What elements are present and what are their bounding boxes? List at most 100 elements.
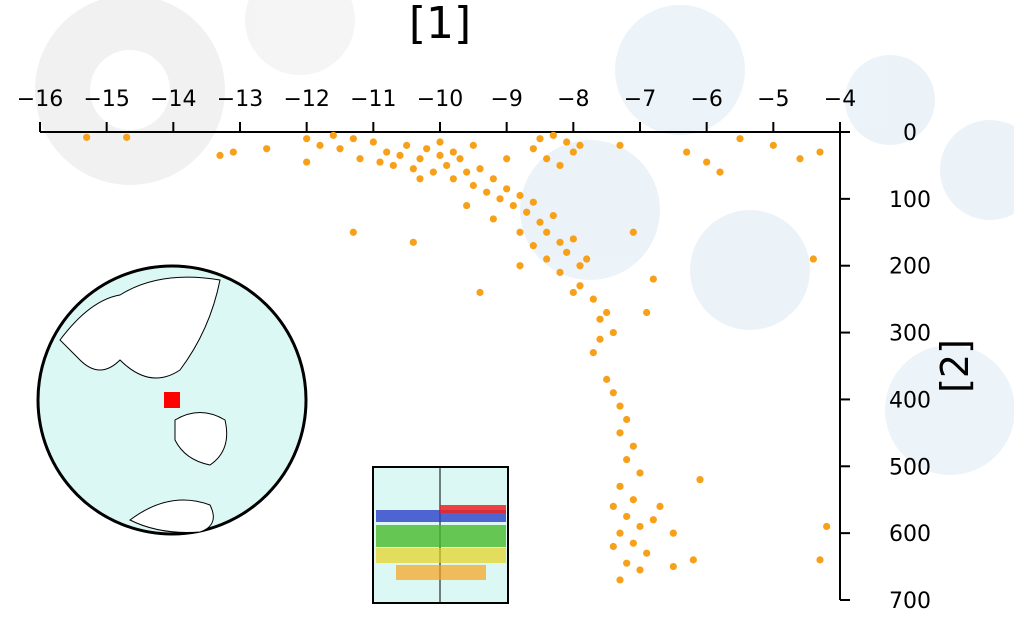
y-tick-label: 700 — [889, 589, 931, 614]
point — [530, 242, 537, 249]
point — [436, 152, 443, 159]
point — [610, 329, 617, 336]
x-tick-label: −16 — [17, 87, 63, 112]
point — [590, 296, 597, 303]
point — [336, 145, 343, 152]
point — [330, 132, 337, 139]
x-tick-label: −10 — [417, 87, 463, 112]
point — [690, 556, 697, 563]
point — [816, 556, 823, 563]
point — [623, 416, 630, 423]
x-tick-label: −12 — [283, 87, 329, 112]
point — [490, 215, 497, 222]
point — [496, 195, 503, 202]
point — [263, 145, 270, 152]
point — [623, 513, 630, 520]
y-tick-label: 400 — [889, 388, 931, 413]
point — [350, 229, 357, 236]
point — [636, 523, 643, 530]
point — [550, 212, 557, 219]
point — [603, 309, 610, 316]
point — [643, 309, 650, 316]
point — [516, 229, 523, 236]
point — [83, 134, 90, 141]
inset-map — [373, 467, 508, 603]
point — [656, 503, 663, 510]
point — [603, 376, 610, 383]
point — [670, 563, 677, 570]
y-tick-label: 0 — [903, 121, 917, 146]
point — [456, 155, 463, 162]
point — [376, 158, 383, 165]
point — [476, 289, 483, 296]
point — [630, 540, 637, 547]
point — [716, 169, 723, 176]
point — [670, 530, 677, 537]
y-tick-label: 100 — [889, 188, 931, 213]
point — [630, 443, 637, 450]
x-tick-label: −6 — [690, 87, 722, 112]
point — [616, 429, 623, 436]
point — [816, 148, 823, 155]
point — [463, 169, 470, 176]
point — [570, 148, 577, 155]
point — [650, 516, 657, 523]
point — [576, 282, 583, 289]
point — [470, 182, 477, 189]
point — [623, 560, 630, 567]
point — [616, 403, 623, 410]
x-tick-label: −11 — [350, 87, 396, 112]
point — [543, 229, 550, 236]
point — [503, 155, 510, 162]
point — [610, 389, 617, 396]
point — [536, 135, 543, 142]
chart-title: [1] — [409, 0, 471, 49]
point — [596, 316, 603, 323]
x-tick-label: −8 — [557, 87, 589, 112]
point — [463, 202, 470, 209]
point — [536, 219, 543, 226]
point — [590, 349, 597, 356]
point — [230, 148, 237, 155]
globe — [38, 266, 306, 534]
point — [770, 142, 777, 149]
x-tick-label: −4 — [824, 87, 856, 112]
point — [630, 496, 637, 503]
point — [303, 135, 310, 142]
point — [396, 152, 403, 159]
point — [410, 239, 417, 246]
point — [416, 155, 423, 162]
point — [796, 155, 803, 162]
point — [370, 138, 377, 145]
point — [696, 476, 703, 483]
point — [636, 566, 643, 573]
point — [123, 134, 130, 141]
point — [576, 142, 583, 149]
point — [543, 155, 550, 162]
point — [516, 192, 523, 199]
point — [576, 262, 583, 269]
x-tick-label: −7 — [624, 87, 656, 112]
point — [703, 158, 710, 165]
point — [470, 142, 477, 149]
point — [503, 185, 510, 192]
point — [390, 162, 397, 169]
y-tick-label: 500 — [889, 455, 931, 480]
point — [556, 239, 563, 246]
x-tick-label: −9 — [490, 87, 522, 112]
point — [516, 262, 523, 269]
point — [623, 456, 630, 463]
point — [823, 523, 830, 530]
point — [443, 162, 450, 169]
y-tick-label: 600 — [889, 522, 931, 547]
x-tick-label: −14 — [150, 87, 196, 112]
point — [616, 142, 623, 149]
point — [530, 145, 537, 152]
point — [316, 142, 323, 149]
point — [610, 543, 617, 550]
point — [570, 235, 577, 242]
point — [570, 289, 577, 296]
point — [303, 158, 310, 165]
point — [683, 148, 690, 155]
point — [556, 269, 563, 276]
